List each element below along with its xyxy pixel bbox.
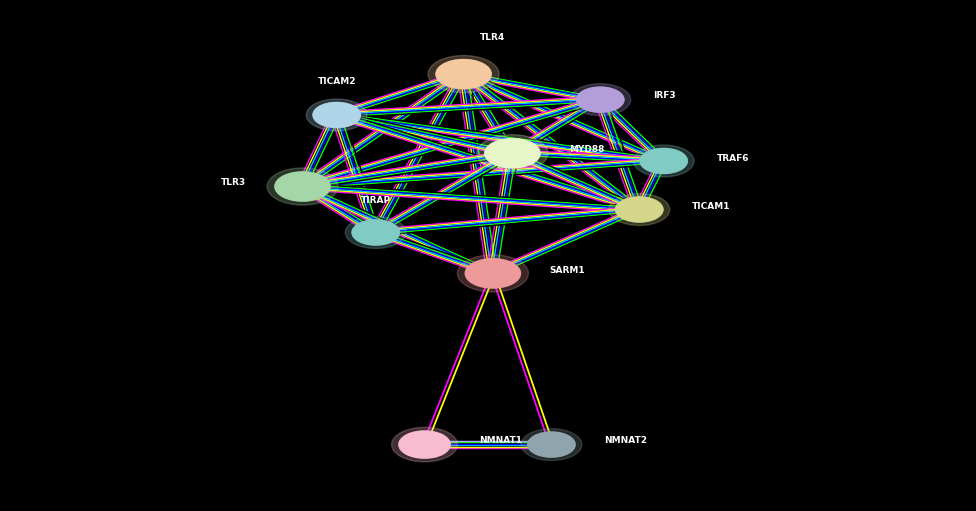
Circle shape — [436, 60, 491, 88]
Circle shape — [570, 84, 630, 115]
Circle shape — [528, 432, 575, 457]
Circle shape — [391, 427, 458, 462]
Circle shape — [485, 139, 540, 168]
Circle shape — [466, 259, 520, 288]
Text: SARM1: SARM1 — [549, 266, 586, 275]
Circle shape — [275, 172, 330, 201]
Circle shape — [352, 220, 399, 245]
Circle shape — [609, 194, 670, 225]
Text: TRAF6: TRAF6 — [716, 154, 749, 163]
Text: TLR4: TLR4 — [480, 33, 506, 42]
Text: IRF3: IRF3 — [653, 91, 675, 100]
Circle shape — [306, 99, 367, 131]
Circle shape — [633, 145, 694, 177]
Circle shape — [521, 429, 582, 460]
Circle shape — [640, 149, 687, 173]
Circle shape — [346, 217, 406, 248]
Circle shape — [616, 197, 663, 222]
Text: NMNAT2: NMNAT2 — [604, 436, 647, 445]
Text: TLR3: TLR3 — [221, 178, 246, 187]
Circle shape — [399, 431, 450, 458]
Circle shape — [458, 255, 528, 292]
Text: TICAM2: TICAM2 — [317, 77, 356, 86]
Text: TICAM1: TICAM1 — [692, 202, 730, 212]
Text: NMNAT1: NMNAT1 — [479, 436, 522, 445]
Circle shape — [313, 103, 360, 127]
Circle shape — [477, 135, 548, 172]
Text: MYD88: MYD88 — [569, 145, 604, 154]
Text: TIRAP: TIRAP — [361, 196, 390, 205]
Circle shape — [428, 56, 499, 92]
Circle shape — [267, 168, 338, 205]
Circle shape — [577, 87, 624, 112]
